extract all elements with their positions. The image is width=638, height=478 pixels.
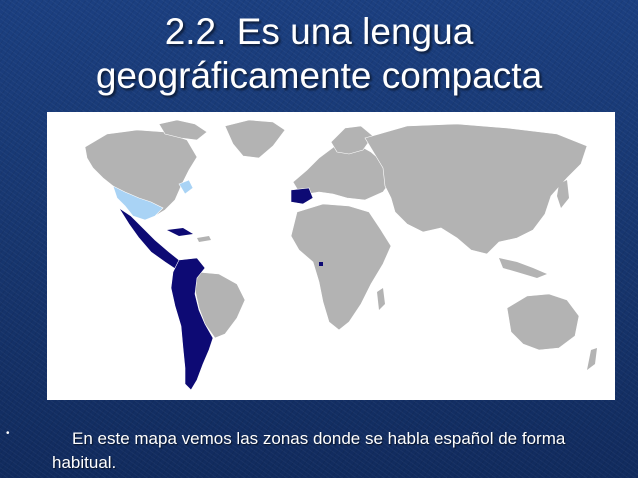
title-line-2: geográficamente compacta	[95, 55, 543, 96]
land-australia	[506, 293, 580, 351]
land-asia	[364, 123, 588, 255]
land-caribbean-islands	[197, 236, 211, 242]
land-japan	[557, 180, 569, 208]
land-greenland	[224, 119, 286, 159]
land-madagascar	[377, 288, 385, 310]
world-map-svg	[47, 112, 615, 400]
land-canada-islands	[158, 119, 208, 141]
land-africa	[290, 203, 392, 331]
caption-text: En este mapa vemos las zonas donde se ha…	[52, 427, 612, 475]
land-southeast-asia-islands	[499, 258, 547, 278]
region-usa-spanish-significant	[112, 185, 164, 221]
caption-line-1: En este mapa vemos las zonas donde se ha…	[72, 429, 566, 448]
region-spain	[290, 187, 314, 205]
world-map	[47, 112, 615, 400]
region-usa-northeast-significant	[178, 179, 194, 195]
land-new-zealand	[587, 348, 597, 370]
land-brazil	[194, 271, 246, 339]
region-spanish-south-america	[170, 257, 214, 391]
region-equatorial-guinea	[319, 262, 323, 266]
slide-title: 2.2. Es una lengua geográficamente compa…	[0, 10, 638, 98]
title-line-1: 2.2. Es una lengua	[164, 11, 474, 52]
region-cuba	[167, 228, 193, 236]
caption-line-2: habitual.	[52, 453, 117, 472]
bullet-marker: •	[6, 428, 10, 439]
